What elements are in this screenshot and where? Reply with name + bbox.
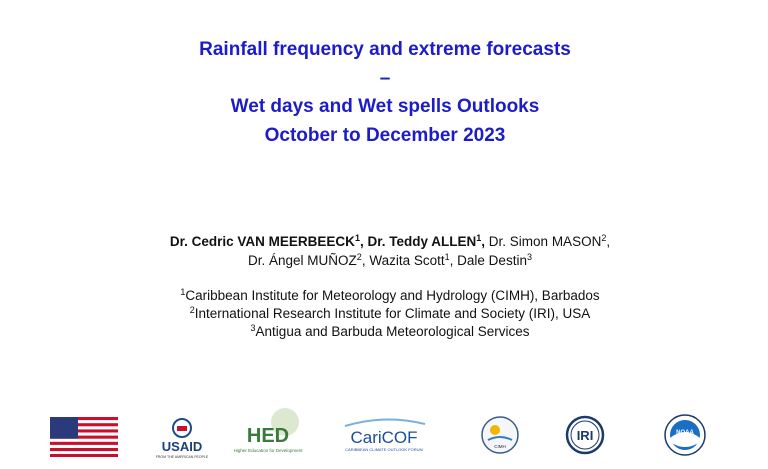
affil-text: Caribbean Institute for Meteorology and … (185, 288, 600, 303)
caricof-text: CariCOF (350, 428, 417, 447)
separator: , (361, 253, 366, 268)
author-name: Dr. Ángel MUÑOZ (248, 253, 357, 268)
caricof-logo: CariCOF CARIBBEAN CLIMATE OUTLOOK FORUM (344, 418, 426, 452)
author-affil: 2 (356, 252, 362, 262)
affil-num: 1 (180, 287, 186, 297)
author-name: Dr. Teddy ALLEN (367, 234, 477, 249)
hed-tagline: Higher Education for Development (234, 448, 304, 453)
hed-logo: HED Higher Education for Development (234, 408, 304, 453)
author-affil: 2 (601, 233, 607, 243)
author-name: Wazita Scott (369, 253, 445, 268)
usaid-tagline: FROM THE AMERICAN PEOPLE (156, 455, 209, 459)
logos: USAID FROM THE AMERICAN PEOPLE HED Highe… (50, 408, 706, 459)
iri-text: IRI (577, 428, 594, 443)
title-line: Rainfall frequency and extreme forecasts (199, 39, 571, 60)
affil-num: 2 (189, 305, 195, 315)
usaid-logo: USAID FROM THE AMERICAN PEOPLE (156, 418, 209, 459)
author-name: Dr. Cedric VAN MEERBEECK (169, 234, 355, 249)
author-affil: 1 (476, 233, 482, 243)
author-name: Dale Destin (457, 253, 527, 268)
separator: , (449, 253, 454, 268)
affiliation: 2International Research Institute for Cl… (0, 305, 768, 323)
noaa-text: NOAA (676, 430, 694, 436)
author-line: Dr. Ángel MUÑOZ2, Wazita Scott1, Dale De… (0, 251, 768, 270)
iri-logo: IRI (565, 415, 605, 455)
affiliation: 1Caribbean Institute for Meteorology and… (0, 287, 768, 305)
affil-text: Antigua and Barbuda Meteorological Servi… (255, 324, 530, 339)
title: Rainfall frequency and extreme forecasts… (0, 36, 768, 150)
separator: , (481, 234, 486, 249)
separator: , (606, 234, 611, 249)
title-line: October to December 2023 (264, 124, 506, 146)
affil-text: International Research Institute for Cli… (194, 306, 591, 321)
cimh-text: CIMH (494, 444, 506, 449)
usaid-text: USAID (162, 439, 202, 454)
affiliation: 3Antigua and Barbuda Meteorological Serv… (0, 323, 768, 341)
author-line: Dr. Cedric VAN MEERBEECK1, Dr. Teddy ALL… (0, 232, 768, 251)
affil-num: 3 (250, 323, 256, 333)
separator: , (359, 234, 364, 249)
title-line: Wet days and Wet spells Outlooks (230, 96, 540, 117)
hed-text: HED (247, 425, 289, 447)
author-affil: 1 (354, 233, 360, 243)
affiliations: 1Caribbean Institute for Meteorology and… (0, 287, 768, 341)
us-flag (50, 417, 118, 457)
noaa-logo: NOAA (664, 414, 706, 456)
author-affil: 1 (444, 252, 450, 262)
authors: Dr. Cedric VAN MEERBEECK1, Dr. Teddy ALL… (0, 232, 768, 270)
author-name: Dr. Simon MASON (488, 234, 602, 249)
caricof-tagline: CARIBBEAN CLIMATE OUTLOOK FORUM (345, 447, 423, 452)
title-line: – (379, 67, 391, 89)
author-affil: 3 (526, 252, 532, 262)
cimh-logo: CIMH (481, 416, 519, 454)
